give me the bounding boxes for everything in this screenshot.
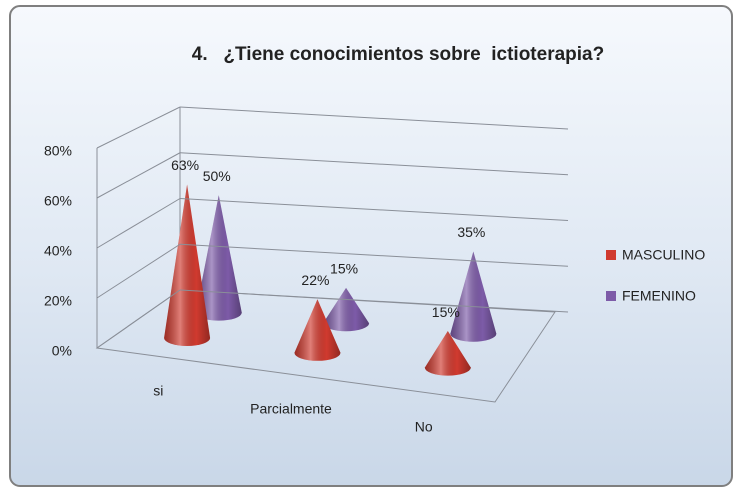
x-tick-label: Parcialmente [250, 401, 332, 417]
y-tick-label: 20% [44, 293, 72, 309]
cone-shade [195, 195, 242, 321]
chart-title: 4. ¿Tiene conocimientos sobre ictioterap… [192, 44, 604, 65]
cone-shade [323, 287, 370, 332]
cone-shade [164, 184, 211, 346]
grid-line [179, 198, 569, 221]
grid-line [96, 106, 181, 149]
data-label: 22% [301, 272, 329, 288]
data-label: 35% [457, 224, 485, 240]
legend-label: MASCULINO [622, 247, 705, 263]
x-tick-label: No [415, 419, 433, 435]
grid-line [96, 289, 181, 349]
cone-shade [424, 331, 471, 376]
cone-shade [450, 251, 497, 342]
grid-line [96, 198, 181, 249]
x-tick-label: si [153, 383, 163, 399]
data-label: 15% [330, 261, 358, 277]
grid-line [179, 106, 569, 130]
grid-line [179, 243, 569, 267]
y-tick-label: 0% [52, 343, 72, 359]
grid-line [179, 152, 569, 176]
y-tick-label: 40% [44, 243, 72, 259]
y-tick-label: 60% [44, 193, 72, 209]
grid-line [96, 152, 181, 199]
data-label: 63% [171, 157, 199, 173]
cone-shade [294, 299, 341, 361]
grid-line [179, 289, 569, 313]
legend-swatch [606, 291, 616, 301]
chart-background [9, 5, 733, 487]
grid-line [96, 243, 181, 299]
legend-swatch [606, 250, 616, 260]
data-label: 15% [432, 304, 460, 320]
y-tick-label: 80% [44, 143, 72, 159]
data-label: 50% [203, 168, 231, 184]
legend-label: FEMENINO [622, 288, 696, 304]
